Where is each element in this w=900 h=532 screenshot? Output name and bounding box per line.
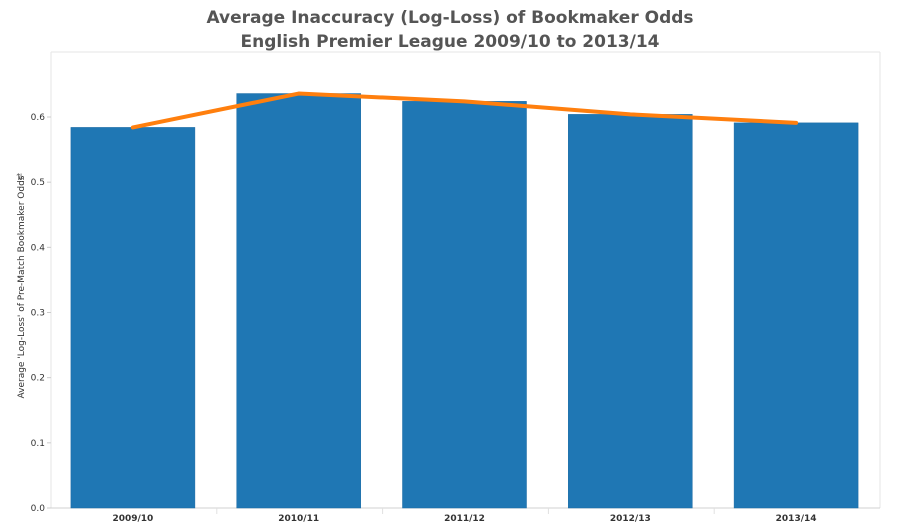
y-tick-label: 0.3	[31, 309, 45, 319]
y-tick-label: 0.1	[31, 439, 45, 449]
chart-subtitle: English Premier League 2009/10 to 2013/1…	[240, 32, 660, 52]
y-tick-label: 0.5	[31, 178, 45, 188]
bar	[402, 101, 527, 509]
bar	[568, 114, 693, 509]
bar	[70, 127, 196, 509]
bar	[236, 93, 361, 509]
x-tick-label: 2012/13	[610, 514, 651, 524]
bar	[733, 122, 859, 509]
y-tick-label: 0.0	[31, 504, 46, 514]
trend-line-group	[130, 91, 799, 130]
bars	[70, 93, 859, 509]
axis-sort-icon[interactable]: ⇅	[16, 173, 24, 183]
chart-title: Average Inaccuracy (Log-Loss) of Bookmak…	[206, 8, 694, 28]
x-tick-label: 2009/10	[112, 514, 153, 524]
y-axis-ticks: 0.0 0.1 0.2 0.3 0.4 0.5 0.6	[31, 113, 51, 514]
x-tick-label: 2013/14	[776, 514, 817, 524]
chart-title-block: Average Inaccuracy (Log-Loss) of Bookmak…	[0, 6, 900, 54]
y-tick-label: 0.6	[31, 113, 46, 123]
x-tick-label: 2010/11	[278, 514, 319, 524]
x-axis-ticks: 2009/10 2010/11 2011/12 2012/13 2013/14	[112, 508, 817, 524]
y-tick-label: 0.4	[31, 243, 46, 253]
y-tick-label: 0.2	[31, 374, 45, 384]
x-tick-label: 2011/12	[444, 514, 485, 524]
